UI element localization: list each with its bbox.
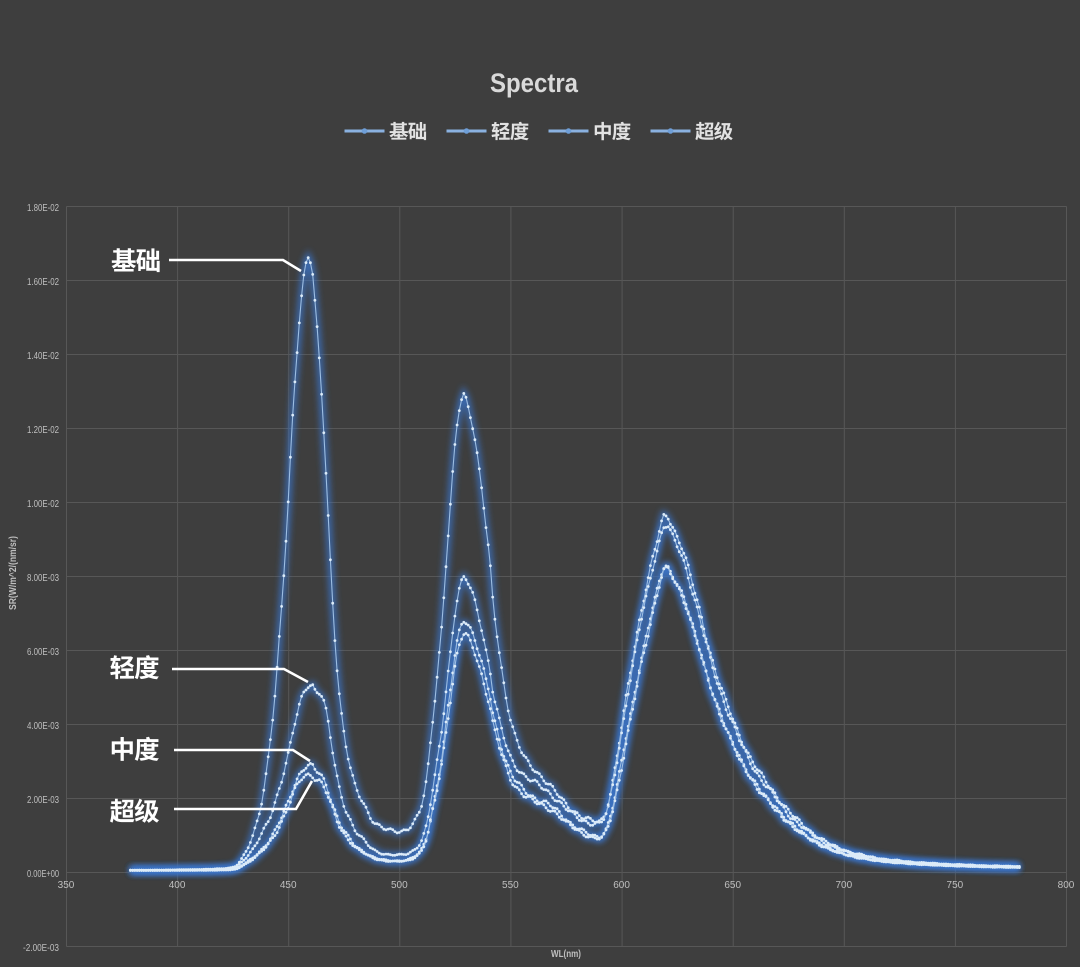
svg-text:2.00E-03: 2.00E-03: [27, 795, 59, 806]
svg-text:1.20E-02: 1.20E-02: [27, 425, 59, 436]
svg-text:Spectra: Spectra: [490, 68, 579, 98]
svg-text:450: 450: [280, 880, 297, 891]
svg-text:400: 400: [169, 880, 186, 891]
svg-text:1.40E-02: 1.40E-02: [27, 351, 59, 362]
svg-text:0.00E+00: 0.00E+00: [27, 869, 59, 880]
svg-text:WL(nm): WL(nm): [551, 949, 581, 960]
svg-text:550: 550: [502, 880, 519, 891]
svg-text:1.80E-02: 1.80E-02: [27, 203, 59, 214]
svg-text:4.00E-03: 4.00E-03: [27, 721, 59, 732]
svg-text:800: 800: [1058, 880, 1075, 891]
svg-text:SR(W/m^2/(nm/sr): SR(W/m^2/(nm/sr): [8, 536, 19, 610]
svg-text:6.00E-03: 6.00E-03: [27, 647, 59, 658]
svg-text:750: 750: [947, 880, 964, 891]
svg-text:500: 500: [391, 880, 408, 891]
svg-text:600: 600: [613, 880, 630, 891]
svg-text:700: 700: [835, 880, 852, 891]
svg-text:350: 350: [58, 880, 75, 891]
svg-text:8.00E-03: 8.00E-03: [27, 573, 59, 584]
svg-text:-2.00E-03: -2.00E-03: [23, 943, 59, 954]
svg-text:1.00E-02: 1.00E-02: [27, 499, 59, 510]
svg-text:650: 650: [724, 880, 741, 891]
svg-text:1.60E-02: 1.60E-02: [27, 277, 59, 288]
